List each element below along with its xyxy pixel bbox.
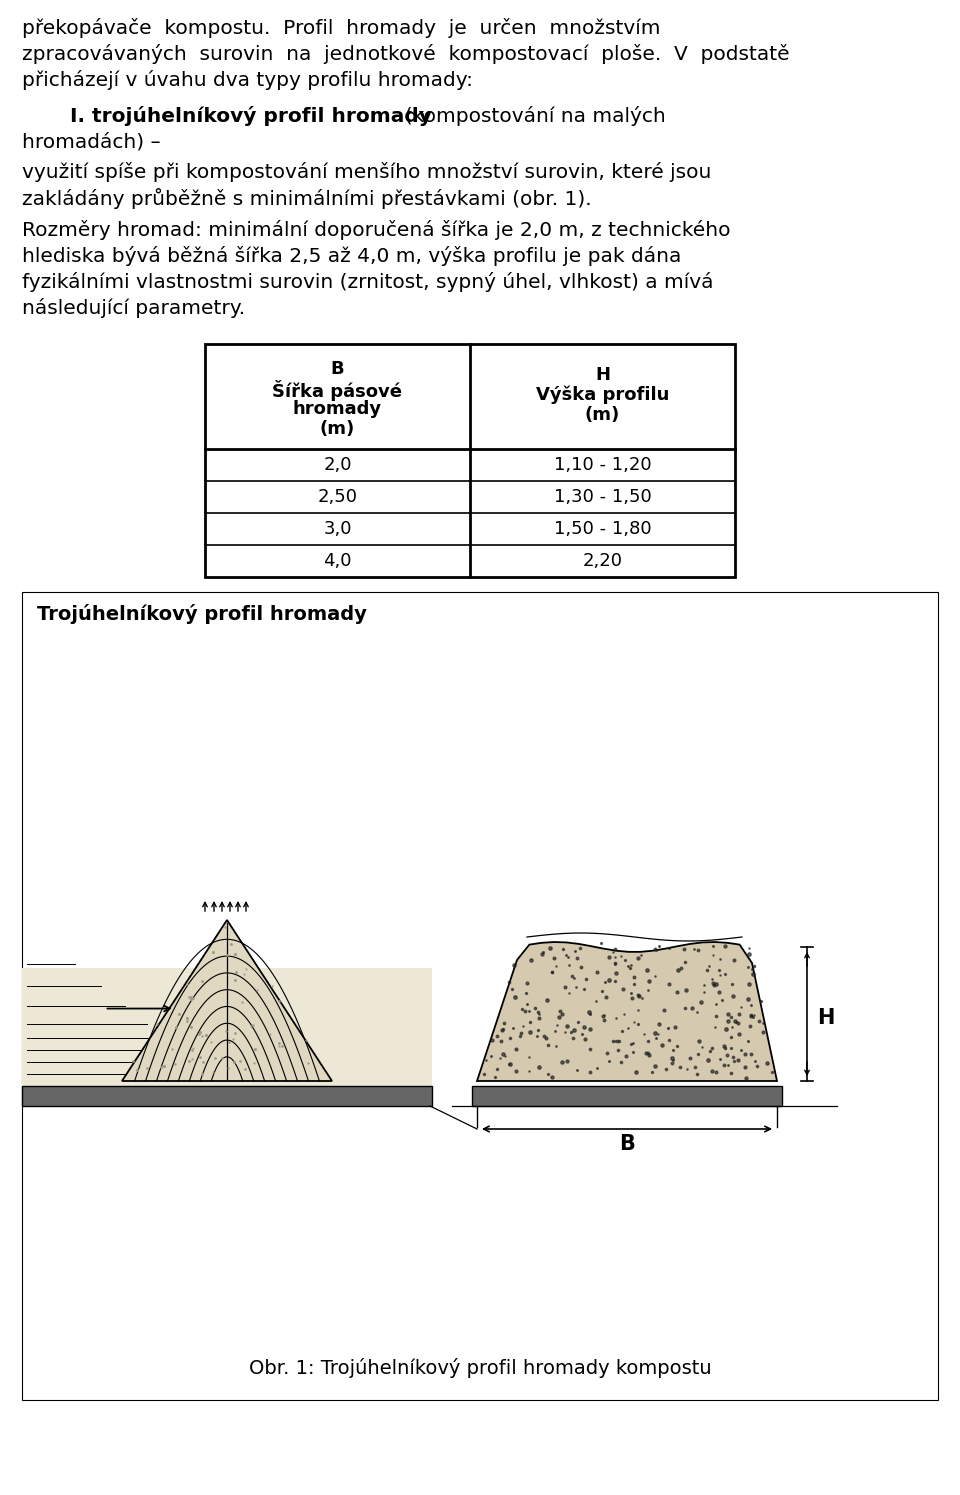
Text: hromady: hromady <box>293 401 382 419</box>
Text: 3,0: 3,0 <box>324 520 351 538</box>
Text: Výška profilu: Výška profilu <box>536 386 669 405</box>
Text: následující parametry.: následující parametry. <box>22 298 245 318</box>
Text: 2,0: 2,0 <box>324 456 351 474</box>
Bar <box>472 1085 782 1106</box>
Text: Trojúhelníkový profil hromady: Trojúhelníkový profil hromady <box>37 604 367 623</box>
Text: B: B <box>619 1135 635 1154</box>
Text: Obr. 1: Trojúhelníkový profil hromady kompostu: Obr. 1: Trojúhelníkový profil hromady ko… <box>249 1357 711 1378</box>
Bar <box>22 592 938 1399</box>
Text: 1,10 - 1,20: 1,10 - 1,20 <box>554 456 651 474</box>
Text: (m): (m) <box>320 420 355 438</box>
Text: přicházejí v úvahu dva typy profilu hromady:: přicházejí v úvahu dva typy profilu hrom… <box>22 70 473 90</box>
Bar <box>22 967 432 1106</box>
Text: 4,0: 4,0 <box>324 552 351 570</box>
Text: zpracovávaných  surovin  na  jednotkové  kompostovací  ploše.  V  podstatě: zpracovávaných surovin na jednotkové kom… <box>22 43 790 64</box>
Text: (m): (m) <box>585 407 620 425</box>
Text: 1,30 - 1,50: 1,30 - 1,50 <box>554 487 652 505</box>
Text: Šířka pásové: Šířka pásové <box>273 380 402 401</box>
Text: (kompostování na malých: (kompostování na malých <box>392 106 665 126</box>
Text: zakládány průběžně s minimálními přestávkami (obr. 1).: zakládány průběžně s minimálními přestáv… <box>22 188 591 209</box>
Text: hromadách) –: hromadách) – <box>22 132 160 151</box>
Text: využití spíše při kompostování menšího množství surovin, které jsou: využití spíše při kompostování menšího m… <box>22 161 711 182</box>
Text: fyzikálními vlastnostmi surovin (zrnitost, sypný úhel, vlhkost) a mívá: fyzikálními vlastnostmi surovin (zrnitos… <box>22 272 713 292</box>
Text: překopávače  kompostu.  Profil  hromady  je  určen  množstvím: překopávače kompostu. Profil hromady je … <box>22 18 660 37</box>
Text: H: H <box>595 366 610 384</box>
Text: B: B <box>330 360 345 378</box>
Polygon shape <box>122 919 332 1081</box>
Text: H: H <box>817 1008 834 1029</box>
Bar <box>205 344 735 577</box>
Text: I. trojúhelníkový profil hromady: I. trojúhelníkový profil hromady <box>70 106 432 126</box>
Bar <box>22 1085 432 1106</box>
Polygon shape <box>477 942 777 1081</box>
Text: 2,50: 2,50 <box>318 487 357 505</box>
Text: 2,20: 2,20 <box>583 552 622 570</box>
Text: 1,50 - 1,80: 1,50 - 1,80 <box>554 520 651 538</box>
Text: Rozměry hromad: minimální doporučená šířka je 2,0 m, z technického: Rozměry hromad: minimální doporučená šíř… <box>22 220 731 241</box>
Text: hlediska bývá běžná šířka 2,5 až 4,0 m, výška profilu je pak dána: hlediska bývá běžná šířka 2,5 až 4,0 m, … <box>22 247 682 266</box>
